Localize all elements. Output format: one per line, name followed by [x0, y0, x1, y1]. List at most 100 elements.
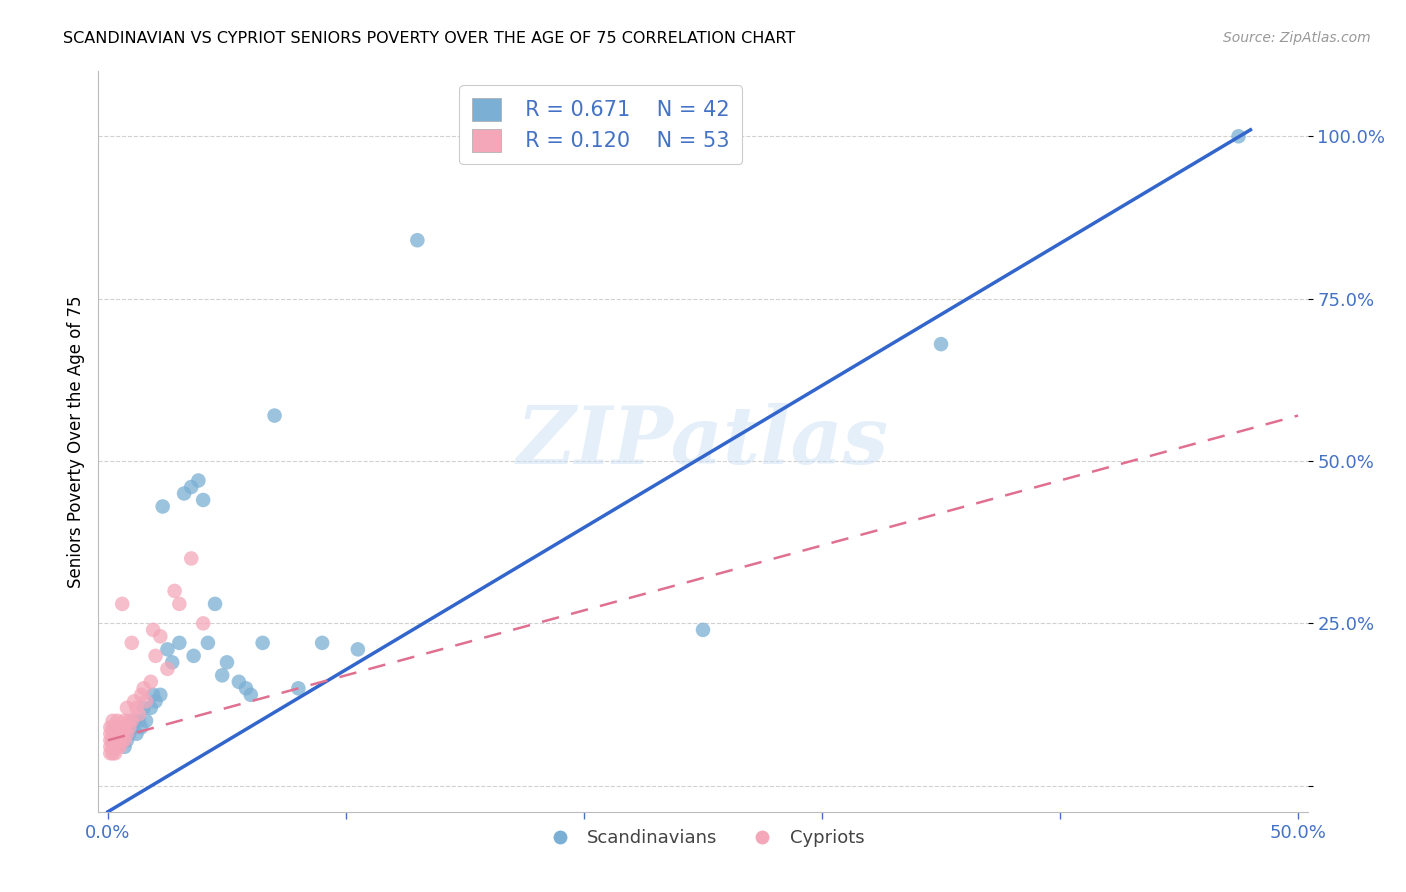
Point: [139, 701, 162, 715]
Text: ZIPatlas: ZIPatlas: [517, 403, 889, 480]
Point: [114, 720, 136, 734]
Point: [215, 656, 238, 670]
Point: [692, 623, 714, 637]
Point: [156, 662, 179, 676]
Point: [107, 739, 129, 754]
Point: [107, 720, 129, 734]
Point: [311, 636, 333, 650]
Point: [287, 681, 309, 696]
Point: [98, 727, 121, 741]
Point: [180, 551, 202, 566]
Point: [98, 720, 121, 734]
Point: [149, 688, 172, 702]
Point: [101, 714, 124, 728]
Point: [104, 733, 127, 747]
Point: [111, 733, 134, 747]
Point: [107, 714, 129, 728]
Point: [108, 733, 131, 747]
Point: [169, 636, 191, 650]
Point: [101, 733, 124, 747]
Point: [107, 739, 129, 754]
Point: [107, 733, 129, 747]
Point: [111, 720, 134, 734]
Point: [406, 233, 429, 247]
Point: [114, 733, 136, 747]
Point: [191, 493, 214, 508]
Point: [101, 720, 124, 734]
Point: [169, 597, 191, 611]
Point: [347, 642, 370, 657]
Point: [118, 727, 141, 741]
Point: [156, 642, 179, 657]
Point: [145, 648, 167, 663]
Point: [111, 597, 134, 611]
Point: [163, 583, 186, 598]
Point: [115, 727, 138, 741]
Point: [107, 727, 129, 741]
Point: [183, 648, 205, 663]
Point: [152, 500, 174, 514]
Point: [115, 701, 138, 715]
Point: [145, 694, 167, 708]
Point: [121, 714, 143, 728]
Text: SCANDINAVIAN VS CYPRIOT SENIORS POVERTY OVER THE AGE OF 75 CORRELATION CHART: SCANDINAVIAN VS CYPRIOT SENIORS POVERTY …: [63, 31, 796, 46]
Point: [118, 720, 141, 734]
Point: [197, 636, 219, 650]
Point: [128, 714, 150, 728]
Point: [104, 727, 127, 741]
Point: [132, 681, 155, 696]
Point: [228, 674, 250, 689]
Point: [235, 681, 257, 696]
Point: [101, 739, 124, 754]
Point: [173, 486, 195, 500]
Point: [142, 688, 165, 702]
Point: [160, 656, 183, 670]
Point: [128, 707, 150, 722]
Point: [129, 720, 152, 734]
Point: [211, 668, 233, 682]
Y-axis label: Seniors Poverty Over the Age of 75: Seniors Poverty Over the Age of 75: [66, 295, 84, 588]
Point: [108, 727, 131, 741]
Point: [118, 714, 141, 728]
Point: [129, 688, 152, 702]
Point: [121, 636, 143, 650]
Point: [104, 739, 127, 754]
Point: [191, 616, 214, 631]
Point: [142, 623, 165, 637]
Point: [114, 739, 136, 754]
Point: [135, 714, 157, 728]
Point: [125, 701, 148, 715]
Point: [101, 746, 124, 760]
Point: [101, 727, 124, 741]
Point: [139, 674, 162, 689]
Point: [98, 739, 121, 754]
Point: [121, 720, 143, 734]
Point: [98, 746, 121, 760]
Point: [101, 733, 124, 747]
Point: [204, 597, 226, 611]
Point: [149, 629, 172, 643]
Point: [114, 714, 136, 728]
Point: [108, 739, 131, 754]
Point: [187, 474, 209, 488]
Point: [104, 720, 127, 734]
Point: [929, 337, 952, 351]
Point: [239, 688, 262, 702]
Point: [104, 746, 127, 760]
Point: [122, 714, 145, 728]
Text: Source: ZipAtlas.com: Source: ZipAtlas.com: [1223, 31, 1371, 45]
Point: [252, 636, 274, 650]
Point: [135, 694, 157, 708]
Point: [132, 701, 155, 715]
Point: [111, 727, 134, 741]
Point: [1227, 129, 1250, 144]
Point: [180, 480, 202, 494]
Point: [98, 733, 121, 747]
Point: [115, 733, 138, 747]
Point: [263, 409, 285, 423]
Point: [122, 694, 145, 708]
Point: [111, 727, 134, 741]
Legend: Scandinavians, Cypriots: Scandinavians, Cypriots: [534, 822, 872, 855]
Point: [125, 727, 148, 741]
Point: [108, 720, 131, 734]
